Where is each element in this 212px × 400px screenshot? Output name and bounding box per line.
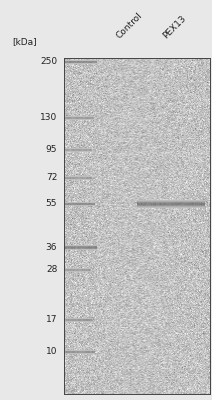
Text: 36: 36: [46, 244, 57, 252]
Text: [kDa]: [kDa]: [13, 37, 37, 46]
Text: 10: 10: [46, 348, 57, 356]
Text: 250: 250: [40, 58, 57, 66]
Text: PEX13: PEX13: [161, 13, 188, 40]
Text: 55: 55: [46, 200, 57, 208]
Text: 130: 130: [40, 114, 57, 122]
Text: 17: 17: [46, 316, 57, 324]
Text: 72: 72: [46, 174, 57, 182]
Text: 28: 28: [46, 266, 57, 274]
Text: Control: Control: [114, 10, 144, 40]
Text: 95: 95: [46, 146, 57, 154]
